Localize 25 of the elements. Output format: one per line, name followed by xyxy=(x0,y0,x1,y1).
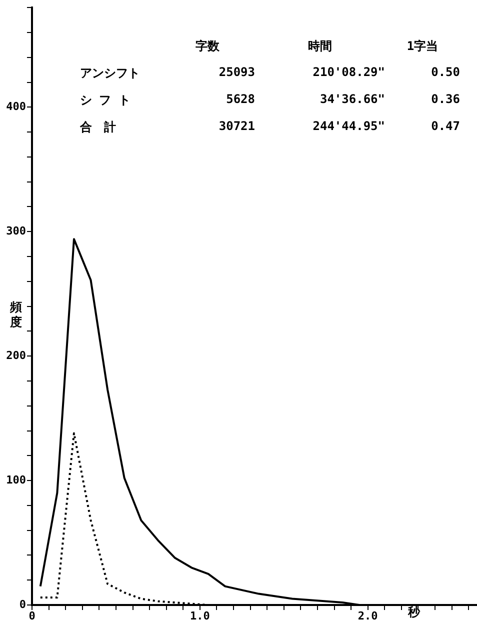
annotation: 210'08.29" xyxy=(312,65,385,81)
y-tick-label: 100 xyxy=(6,473,26,486)
y-tick-label: 300 xyxy=(6,224,26,238)
annotation: アンシフト xyxy=(80,65,141,82)
y-tick-label: 200 xyxy=(6,348,26,362)
annotation: 合 計 xyxy=(80,119,117,136)
annotation: 時間 xyxy=(307,38,333,55)
x-axis-title: 秒 xyxy=(408,604,420,621)
annotation: 5628 xyxy=(225,92,255,108)
annotation: 1字当 xyxy=(406,38,440,55)
x-tick-label: 1.0 xyxy=(190,609,210,621)
annotation: 34'36.66" xyxy=(318,92,385,108)
y-tick-label: 400 xyxy=(6,100,26,114)
x-tick-label: 0 xyxy=(28,609,36,621)
annotation: 0.47 xyxy=(430,119,460,135)
annotation: 字数 xyxy=(194,38,220,55)
y-tick-label: 0 xyxy=(19,598,26,611)
annotation: 30721 xyxy=(218,119,255,135)
annotation: 25093 xyxy=(218,65,255,81)
y-axis-title: 頻度 xyxy=(10,300,22,330)
x-tick-label: 2.0 xyxy=(358,609,378,621)
annotation: 0.50 xyxy=(430,65,460,81)
annotation: シ フ ト xyxy=(80,92,132,109)
annotation: 0.36 xyxy=(430,92,460,108)
annotation: 244'44.95" xyxy=(312,119,385,135)
